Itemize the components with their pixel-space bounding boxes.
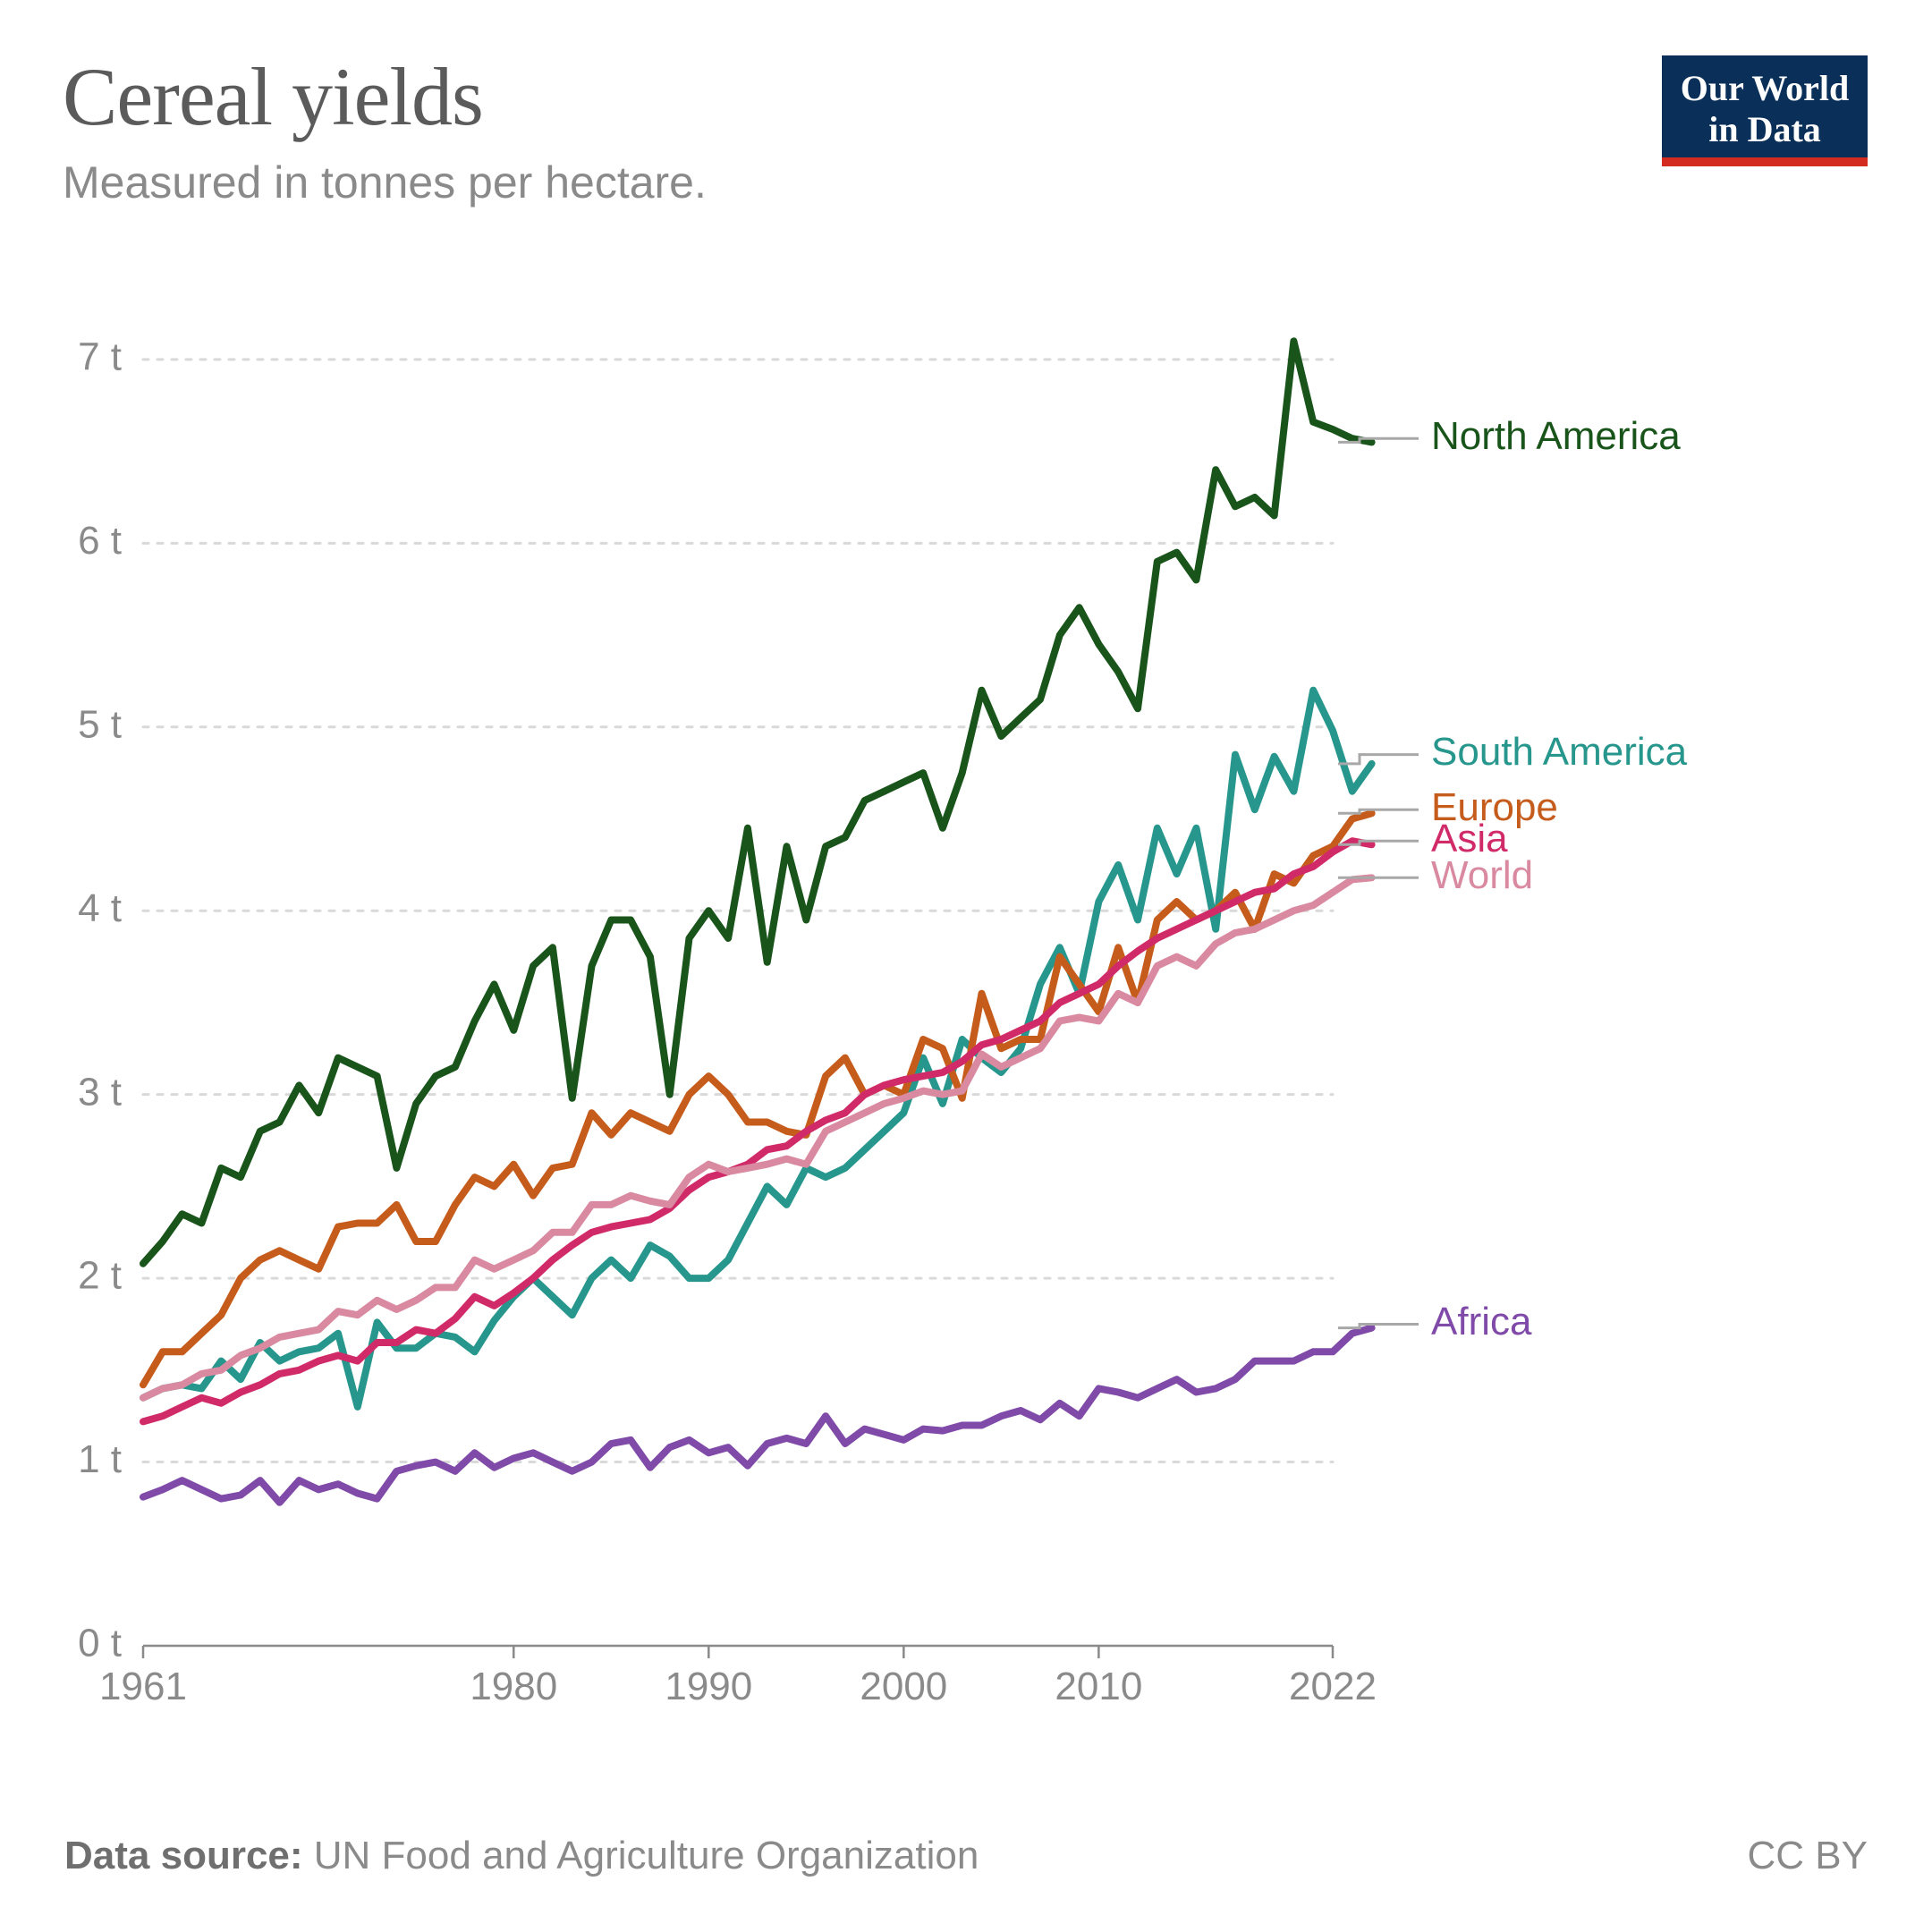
svg-text:0 t: 0 t [78,1622,122,1665]
owid-logo: Our World in Data [1662,55,1868,157]
svg-text:6 t: 6 t [78,519,122,563]
svg-text:2 t: 2 t [78,1254,122,1298]
chart-subtitle: Measured in tonnes per hectare. [63,157,707,208]
source-label: Data source: [64,1834,303,1877]
series-line [143,1328,1372,1503]
svg-text:2022: 2022 [1289,1665,1377,1708]
svg-text:1990: 1990 [665,1665,752,1708]
svg-text:4 t: 4 t [78,886,122,930]
series-label: Africa [1431,1300,1532,1343]
series-label: South America [1431,730,1688,774]
svg-text:1980: 1980 [470,1665,557,1708]
svg-text:1 t: 1 t [78,1437,122,1481]
logo-line1: Our World [1662,68,1868,109]
series-label: World [1431,853,1533,897]
source-value: UN Food and Agriculture Organization [314,1834,979,1877]
svg-text:1961: 1961 [99,1665,187,1708]
svg-text:2010: 2010 [1055,1665,1142,1708]
series-line [143,841,1372,1421]
svg-text:5 t: 5 t [78,702,122,746]
logo-line2: in Data [1662,109,1868,150]
license: CC BY [1748,1834,1868,1878]
logo-underline [1662,157,1868,166]
series-label: North America [1431,414,1681,458]
svg-text:2000: 2000 [860,1665,947,1708]
series-line [143,877,1372,1397]
series-line [143,691,1372,1407]
svg-text:3 t: 3 t [78,1070,122,1114]
line-chart: 0 t 1 t 2 t 3 t 4 t 5 t 6 t 7 t 1961 1980 1990 2000… [64,259,1868,1762]
chart-title: Cereal yields [63,49,707,144]
chart-footer: Data source: UN Food and Agriculture Org… [64,1834,1868,1878]
svg-text:7 t: 7 t [78,335,122,379]
